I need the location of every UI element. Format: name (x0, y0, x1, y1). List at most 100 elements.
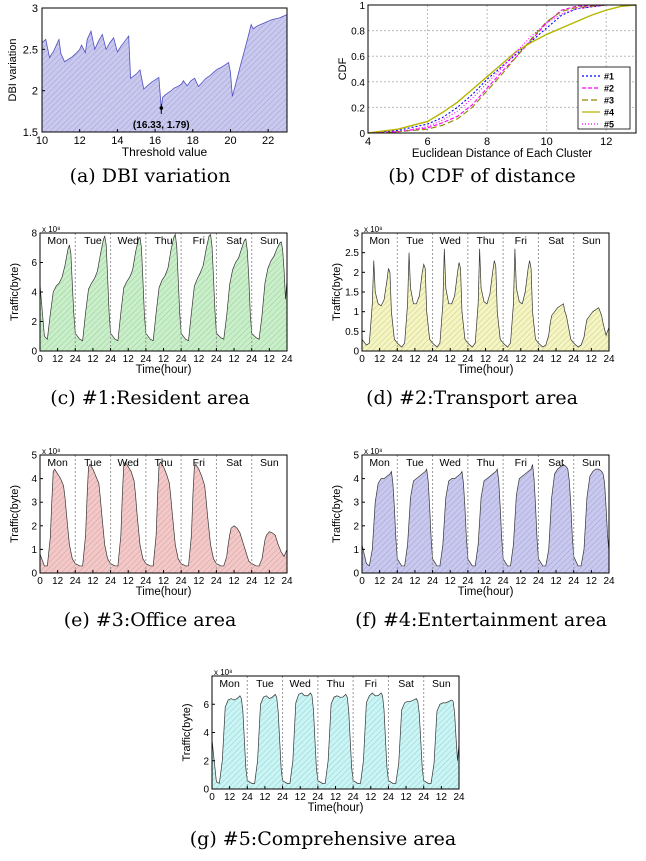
x-tick-label: 24 (568, 354, 580, 365)
x-tick-label: 12 (87, 354, 99, 365)
x-tick-label: 24 (211, 576, 223, 587)
x-tick-label: 24 (418, 792, 430, 803)
day-label: Sun (582, 235, 601, 247)
y-tick-label: 4 (31, 474, 37, 485)
y-tick-label: 1 (31, 545, 37, 556)
x-tick-label: 16 (149, 135, 161, 147)
x-tick-label: 0 (359, 576, 365, 587)
x-axis-label: Time(hour) (308, 802, 364, 814)
day-label: Thu (476, 235, 494, 247)
x-tick-label: 4 (365, 136, 371, 148)
chart-b-cdf-distance: 4 6 8 10 12 0 0.2 0.4 0.6 0.8 1 Euclidean Distance … (337, 1, 637, 160)
traffic-area (39, 233, 288, 352)
x-tick-label: 24 (176, 354, 188, 365)
x-tick-label: 12 (374, 354, 386, 365)
day-label: Tue (406, 235, 424, 247)
x-axis-label: Time(hour) (136, 364, 192, 376)
x-tick-label: 12 (330, 792, 342, 803)
x-tick-label: 24 (427, 354, 439, 365)
x-tick-label: 10 (541, 136, 553, 148)
caption-g: (g) #5:Comprehensive area (189, 828, 457, 850)
x-tick-label: 12 (586, 576, 598, 587)
x-tick-label: 24 (533, 354, 545, 365)
legend-label-1: #1 (604, 72, 614, 82)
x-tick-label: 12 (264, 576, 276, 587)
y-tick-label: 4 (203, 728, 209, 739)
day-label: Thu (154, 235, 172, 247)
x-tick-label: 24 (603, 576, 615, 587)
y-scale-factor: x 10⁸ (364, 225, 383, 234)
x-tick-label: 24 (568, 576, 580, 587)
y-tick-label: 0 (353, 347, 359, 358)
x-tick-label: 24 (211, 354, 223, 365)
x-tick-label: 12 (74, 135, 86, 147)
area-series (41, 14, 288, 133)
x-tick-label: 24 (140, 354, 152, 365)
day-label: Tue (84, 235, 102, 247)
traffic-area (211, 692, 460, 790)
y-tick-label: 2 (203, 756, 209, 767)
series-line-1 (367, 4, 636, 134)
x-tick-label: 24 (242, 792, 254, 803)
x-tick-label: 18 (187, 135, 199, 147)
x-tick-label: 22 (262, 135, 274, 147)
x-axis-label: Threshold value (122, 145, 208, 159)
x-tick-label: 12 (600, 136, 612, 148)
y-tick-label: 0 (31, 569, 37, 580)
y-tick-label: 4 (353, 474, 359, 485)
x-axis-label: Euclidean Distance of Each Cluster (412, 148, 592, 160)
x-tick-label: 24 (176, 576, 188, 587)
legend-label-5: #5 (604, 120, 614, 130)
y-axis-label: Traffic(byte) (9, 263, 21, 321)
day-label: Sat (548, 235, 564, 247)
day-label: Thu (154, 457, 172, 469)
x-tick-label: 12 (158, 354, 170, 365)
x-tick-label: 12 (374, 576, 386, 587)
y-tick-label: 3 (353, 498, 359, 509)
x-tick-label: 24 (105, 576, 117, 587)
traffic-area (39, 461, 288, 574)
x-tick-label: 12 (365, 792, 377, 803)
legend-box (577, 66, 631, 130)
x-tick-label: 24 (498, 354, 510, 365)
x-tick-label: 24 (392, 576, 404, 587)
x-tick-label: 0 (37, 576, 43, 587)
day-label: Wed (118, 457, 140, 469)
y-tick-label: 1 (353, 545, 359, 556)
traffic-area (361, 248, 610, 352)
legend-label-3: #3 (604, 96, 614, 106)
y-tick-label: 2.5 (23, 44, 38, 56)
x-tick-label: 24 (140, 576, 152, 587)
day-label: Tue (406, 457, 424, 469)
traffic-area (361, 463, 610, 574)
y-tick-label: 5 (353, 451, 359, 462)
y-tick-label: 3 (353, 229, 359, 240)
y-tick-label: 1 (353, 307, 359, 318)
y-tick-label: 0 (359, 129, 365, 140)
day-label: Fri (193, 235, 205, 247)
x-tick-label: 12 (224, 792, 236, 803)
day-label: Tue (84, 457, 102, 469)
y-tick-label: 1.5 (23, 127, 38, 139)
y-tick-label: 2 (353, 268, 359, 279)
y-tick-label: 1.5 (345, 288, 359, 299)
x-tick-label: 0 (37, 354, 43, 365)
y-tick-label: 2 (32, 86, 38, 98)
caption-c: (c) #1:Resident area (50, 387, 250, 409)
y-tick-label: 2 (353, 521, 359, 532)
y-tick-label: 2 (31, 521, 37, 532)
x-tick-label: 12 (586, 354, 598, 365)
x-tick-label: 24 (281, 576, 293, 587)
x-tick-label: 24 (348, 792, 360, 803)
x-tick-label: 24 (246, 576, 258, 587)
x-tick-label: 12 (409, 576, 421, 587)
series-line-5 (367, 4, 636, 134)
x-tick-label: 24 (246, 354, 258, 365)
x-tick-label: 12 (259, 792, 271, 803)
series-line-4 (367, 4, 637, 134)
day-label: Sun (260, 235, 279, 247)
y-tick-label: 5 (31, 451, 37, 462)
